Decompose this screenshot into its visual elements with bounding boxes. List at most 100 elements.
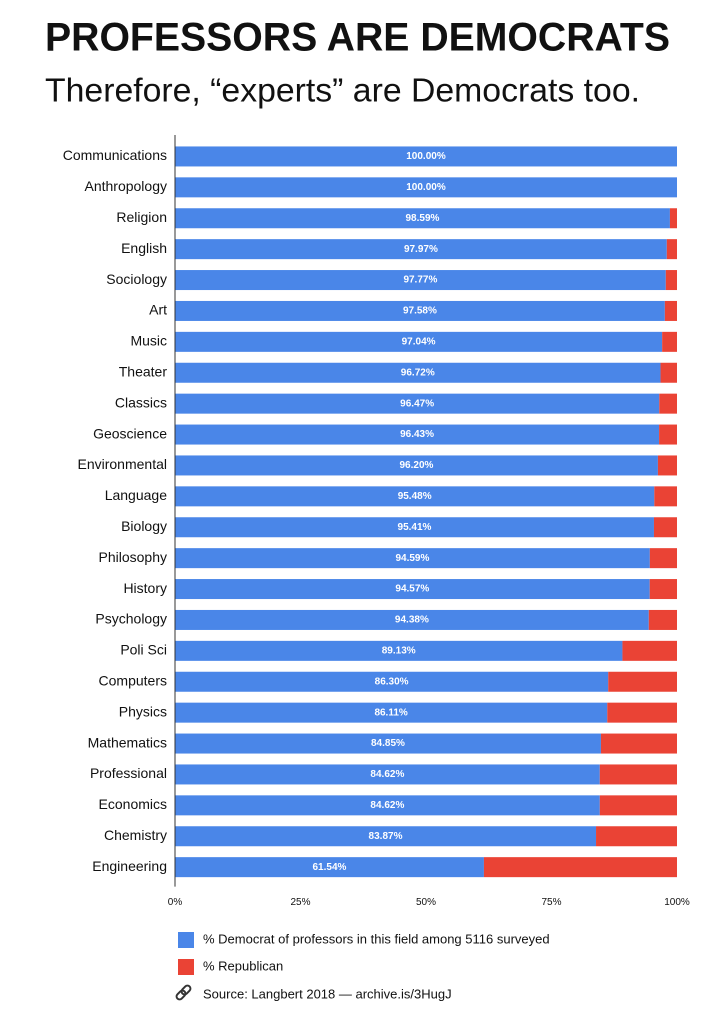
value-label: 95.48% <box>398 491 432 502</box>
category-label: Classics <box>115 394 167 410</box>
value-label: 94.57% <box>395 584 429 595</box>
category-label: Anthropology <box>84 178 167 194</box>
bar-segment <box>175 795 600 816</box>
category-label: Religion <box>116 209 167 225</box>
bar-segment <box>664 300 677 321</box>
category-label: Philosophy <box>99 549 168 565</box>
chart-title: PROFESSORS ARE DEMOCRATS <box>45 16 670 60</box>
bar-segment <box>175 270 666 291</box>
bar-segment <box>175 702 608 723</box>
bar-segment <box>175 300 665 321</box>
value-label: 97.04% <box>402 336 436 347</box>
category-label: Theater <box>119 363 168 379</box>
value-label: 97.58% <box>403 306 437 317</box>
category-label: Professional <box>90 765 167 781</box>
bar-segment <box>657 455 677 476</box>
bar-segment <box>175 239 667 260</box>
value-label: 97.77% <box>403 275 437 286</box>
bar-segment <box>175 424 660 445</box>
category-label: Art <box>149 302 167 318</box>
bar-segment <box>600 733 677 754</box>
chart-subtitle: Therefore, “experts” are Democrats too. <box>45 72 640 109</box>
bar-segment <box>666 239 677 260</box>
category-label: Music <box>130 333 167 349</box>
bar-segment <box>175 393 660 414</box>
value-label: 96.43% <box>400 429 434 440</box>
bar-segment <box>175 548 650 569</box>
category-label: Geoscience <box>93 425 167 441</box>
bar-segment <box>659 393 677 414</box>
category-label: Computers <box>99 672 167 688</box>
category-label: Poli Sci <box>120 642 167 658</box>
bar-segment <box>599 764 677 785</box>
bar-segment <box>660 362 677 383</box>
bar-segment <box>175 857 484 878</box>
category-label: Biology <box>121 518 167 534</box>
category-label: Chemistry <box>104 827 167 843</box>
x-tick-label: 50% <box>416 897 436 908</box>
bar-segment <box>175 208 670 229</box>
bar-segment <box>648 609 677 630</box>
bar-segment <box>654 486 677 507</box>
category-label: History <box>123 580 167 596</box>
category-label: Communications <box>63 147 167 163</box>
value-label: 94.38% <box>395 615 429 626</box>
bar-segment <box>649 579 677 600</box>
bar-segment <box>175 733 601 754</box>
bar-segment <box>483 857 677 878</box>
value-label: 97.97% <box>404 244 438 255</box>
legend-swatch <box>178 932 194 948</box>
bar-segment <box>175 517 654 538</box>
x-tick-label: 100% <box>664 897 690 908</box>
bar-segment <box>622 640 677 661</box>
category-label: Engineering <box>92 858 167 874</box>
value-label: 96.72% <box>401 367 435 378</box>
bar-segment <box>608 671 677 692</box>
legend-label: % Democrat of professors in this field a… <box>203 931 550 946</box>
value-label: 94.59% <box>395 553 429 564</box>
bar-segment <box>607 702 677 723</box>
bar-segment <box>599 795 677 816</box>
bar-segment <box>175 764 600 785</box>
category-label: Mathematics <box>88 734 167 750</box>
bar-segment <box>175 486 655 507</box>
bar-segment <box>175 362 661 383</box>
category-label: Physics <box>119 703 167 719</box>
bar-segment <box>175 455 658 476</box>
bar-segment <box>175 146 677 167</box>
link-icon <box>175 984 192 1001</box>
bar-segment <box>649 548 677 569</box>
value-label: 100.00% <box>406 151 446 162</box>
value-label: 96.20% <box>400 460 434 471</box>
value-label: 96.47% <box>400 398 434 409</box>
legend-swatch <box>178 959 194 975</box>
bar-segment <box>669 208 677 229</box>
x-tick-label: 75% <box>541 897 561 908</box>
bar-segment <box>653 517 677 538</box>
legend-label: % Republican <box>203 958 283 973</box>
value-label: 98.59% <box>405 213 439 224</box>
bar-segment <box>665 270 677 291</box>
x-tick-label: 0% <box>168 897 183 908</box>
value-label: 100.00% <box>406 182 446 193</box>
bar-segment <box>175 609 649 630</box>
value-label: 86.11% <box>374 707 407 718</box>
bar-segment <box>175 579 650 600</box>
value-label: 95.41% <box>398 522 432 533</box>
category-label: Language <box>105 487 168 503</box>
category-label: Environmental <box>78 456 168 472</box>
bar-segment <box>659 424 677 445</box>
value-label: 84.62% <box>370 769 404 780</box>
bar-segment <box>662 331 677 352</box>
bar-segment <box>175 177 677 198</box>
bar-segment <box>175 826 597 847</box>
category-label: Economics <box>99 796 167 812</box>
value-label: 61.54% <box>313 862 347 873</box>
bar-segment <box>596 826 677 847</box>
bar-segment <box>175 331 663 352</box>
category-label: English <box>121 240 167 256</box>
bar-segment <box>175 640 623 661</box>
value-label: 89.13% <box>382 645 416 656</box>
